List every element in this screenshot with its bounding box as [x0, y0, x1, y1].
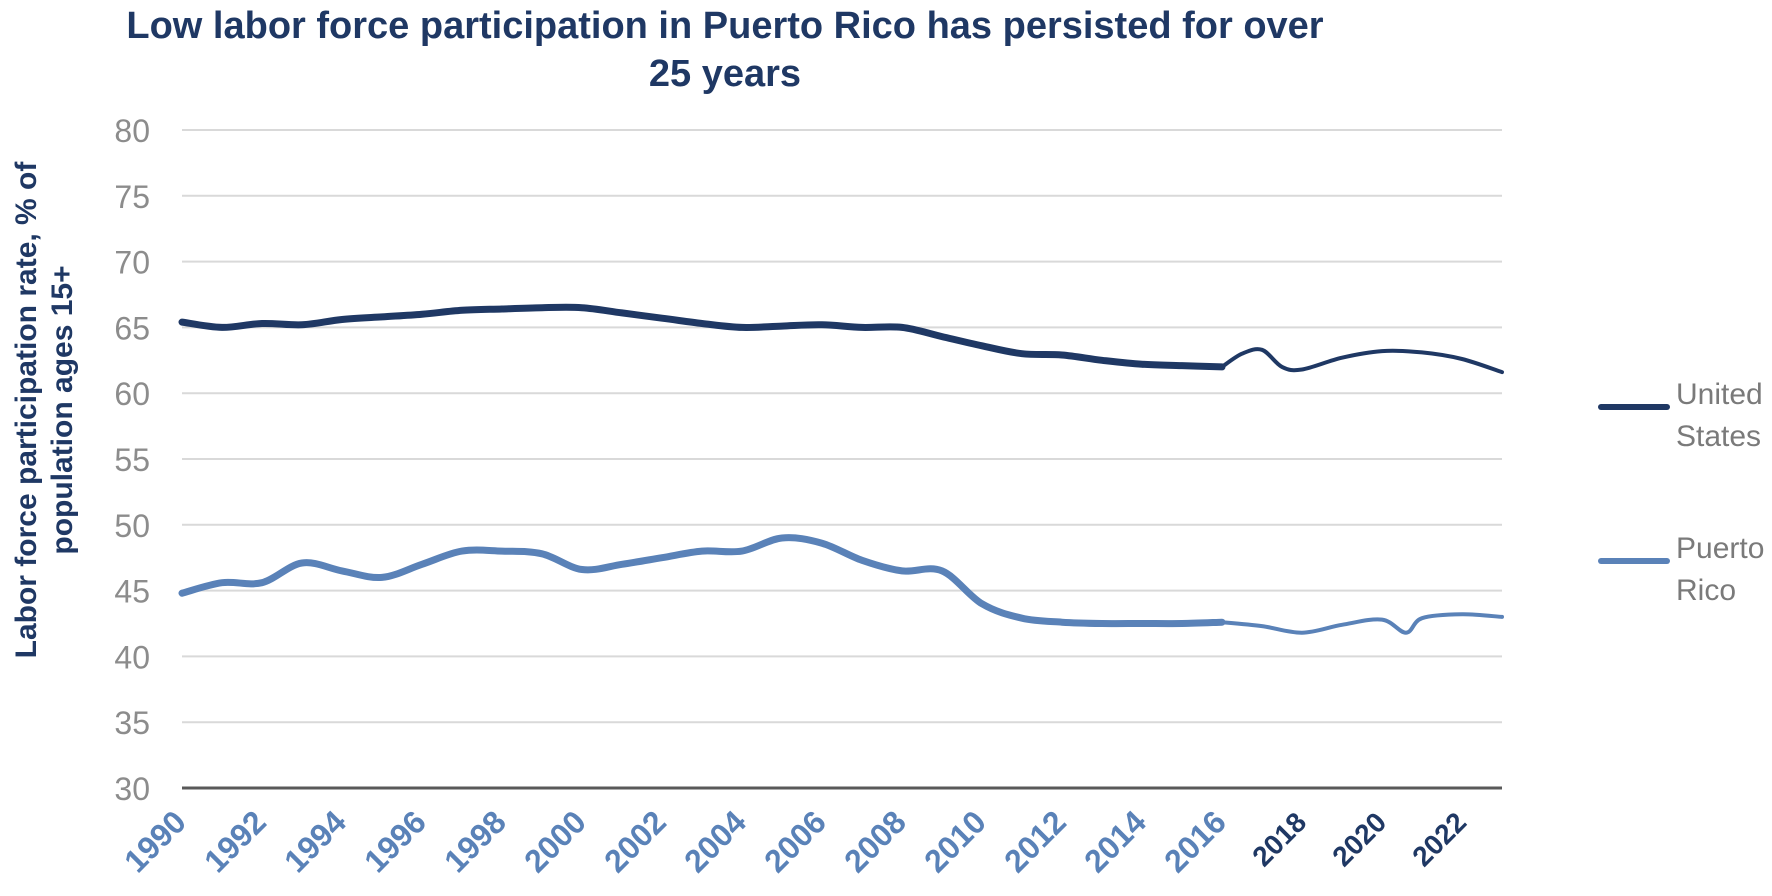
x-tick-label: 1992 [197, 803, 273, 879]
x-tick-label: 2012 [997, 803, 1073, 879]
x-tick-label: 2002 [597, 803, 673, 879]
y-tick-label: 55 [114, 442, 150, 478]
x-tick-label: 2014 [1077, 803, 1153, 879]
x-tick-label: 1990 [117, 803, 193, 879]
chart-title: Low labor force participation in Puerto … [126, 5, 1324, 95]
series-line-united-states [178, 303, 1226, 371]
x-tick-label: 2008 [837, 803, 913, 879]
x-tick-label: 2018 [1246, 806, 1312, 872]
y-tick-label: 70 [114, 245, 150, 281]
legend-swatch-puerto-rico [1598, 558, 1670, 564]
legend-label-line: Rico [1676, 574, 1737, 607]
x-axis-ticks: 1990 1992 1994 1996 1998 2000 2002 2004 2006 2008… [117, 803, 1472, 879]
y-tick-label: 40 [114, 639, 150, 675]
x-tick-label: 2006 [757, 803, 833, 879]
x-tick-label: 2020 [1326, 806, 1392, 872]
legend-item-united-states: United States [1598, 374, 1768, 464]
x-tick-label: 1994 [277, 803, 353, 879]
legend-label-line: States [1676, 420, 1762, 453]
projection-line-puerto-rico [1220, 612, 1504, 635]
x-tick-label: 2010 [917, 803, 993, 879]
y-tick-label: 35 [114, 705, 150, 741]
series-line-puerto-rico [178, 534, 1226, 628]
x-tick-label: 2016 [1157, 803, 1233, 879]
x-tick-label: 2022 [1406, 806, 1472, 872]
y-tick-label: 50 [114, 508, 150, 544]
x-tick-label: 1998 [437, 803, 513, 879]
y-tick-label: 30 [114, 771, 150, 807]
x-tick-label: 2004 [677, 803, 753, 879]
series-lines [178, 303, 1504, 635]
legend-label-line: Puerto [1676, 532, 1765, 565]
y-tick-label: 80 [114, 113, 150, 149]
projection-line-united-states [1220, 347, 1504, 375]
x-tick-label: 2000 [517, 803, 593, 879]
x-tick-label: 1996 [357, 803, 433, 879]
y-tick-label: 75 [114, 179, 150, 215]
legend-swatch-united-states [1598, 404, 1670, 410]
legend-label-line: United [1676, 378, 1763, 411]
y-tick-label: 60 [114, 376, 150, 412]
y-tick-label: 45 [114, 574, 150, 610]
y-tick-label: 65 [114, 310, 150, 346]
legend-item-puerto-rico: Puerto Rico [1598, 528, 1768, 618]
gridlines [182, 129, 1502, 790]
y-axis-ticks: 80 75 70 65 60 55 50 45 40 35 30 [114, 113, 150, 807]
